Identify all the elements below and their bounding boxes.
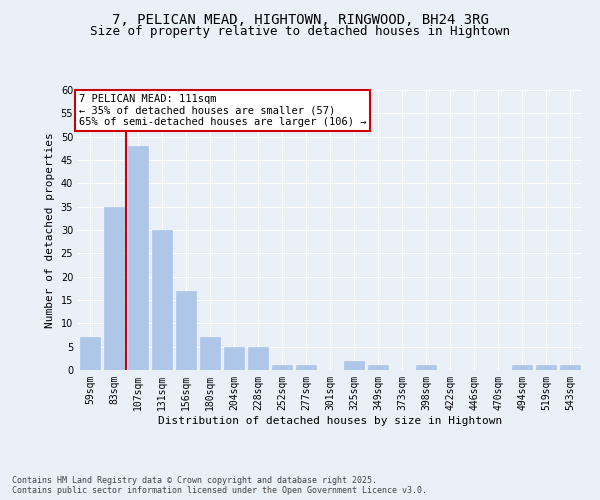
Text: 7, PELICAN MEAD, HIGHTOWN, RINGWOOD, BH24 3RG: 7, PELICAN MEAD, HIGHTOWN, RINGWOOD, BH2… xyxy=(112,12,488,26)
Bar xyxy=(560,366,580,370)
Bar xyxy=(248,346,268,370)
Bar xyxy=(80,338,100,370)
Text: 7 PELICAN MEAD: 111sqm
← 35% of detached houses are smaller (57)
65% of semi-det: 7 PELICAN MEAD: 111sqm ← 35% of detached… xyxy=(79,94,366,127)
Bar xyxy=(536,366,556,370)
Bar xyxy=(296,366,316,370)
Bar xyxy=(344,360,364,370)
Text: Size of property relative to detached houses in Hightown: Size of property relative to detached ho… xyxy=(90,25,510,38)
X-axis label: Distribution of detached houses by size in Hightown: Distribution of detached houses by size … xyxy=(158,416,502,426)
Bar xyxy=(128,146,148,370)
Y-axis label: Number of detached properties: Number of detached properties xyxy=(45,132,55,328)
Bar xyxy=(200,338,220,370)
Bar xyxy=(176,290,196,370)
Text: Contains HM Land Registry data © Crown copyright and database right 2025.
Contai: Contains HM Land Registry data © Crown c… xyxy=(12,476,427,495)
Bar xyxy=(104,206,124,370)
Bar xyxy=(272,366,292,370)
Bar xyxy=(512,366,532,370)
Bar xyxy=(152,230,172,370)
Bar xyxy=(368,366,388,370)
Bar xyxy=(416,366,436,370)
Bar xyxy=(224,346,244,370)
